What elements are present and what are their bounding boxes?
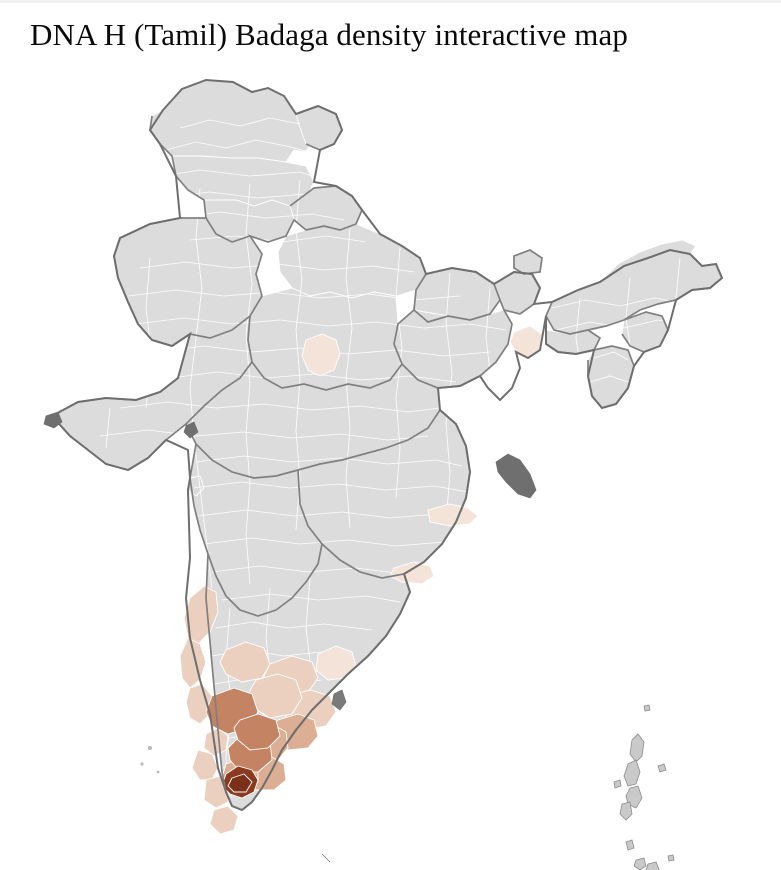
island-dot-north bbox=[643, 704, 651, 712]
island-middle-andaman bbox=[623, 759, 641, 787]
region-chamarajanagar bbox=[233, 713, 281, 751]
island-small-east bbox=[657, 763, 667, 773]
region-krishna bbox=[427, 503, 479, 527]
island-north-andaman bbox=[629, 733, 645, 763]
island-small-west bbox=[613, 779, 622, 789]
india-landmass-group bbox=[51, 79, 723, 811]
page-title: DNA H (Tamil) Badaga density interactive… bbox=[30, 17, 628, 52]
lakshadweep-dot-3 bbox=[156, 770, 160, 774]
sri-lanka-edge bbox=[321, 853, 331, 863]
mumbai-dark-area bbox=[183, 421, 199, 439]
region-sitapur bbox=[301, 333, 341, 377]
island-nicobar-group-2 bbox=[645, 861, 660, 870]
region-dakshina-kannada bbox=[185, 683, 213, 725]
lakshadweep-dot-2 bbox=[140, 762, 144, 766]
island-nicobar-group-1 bbox=[633, 857, 647, 870]
island-car-nicobar bbox=[625, 839, 635, 851]
dark-coastal-features-group bbox=[43, 411, 537, 711]
india-country-outline bbox=[50, 78, 724, 812]
kutch-dark-area bbox=[43, 411, 63, 429]
lakshadweep-dot-1 bbox=[148, 746, 152, 750]
chennai-dark-strip bbox=[331, 689, 347, 711]
andaman-nicobar-islands-group bbox=[613, 704, 675, 870]
island-dot-far bbox=[667, 854, 675, 862]
island-little-andaman bbox=[619, 801, 633, 821]
top-edge-band bbox=[0, 0, 781, 3]
lakshadweep-dots-group bbox=[140, 746, 160, 774]
region-thrissur bbox=[209, 805, 239, 835]
india-choropleth-map[interactable] bbox=[0, 58, 781, 870]
region-nilgiris-core bbox=[227, 773, 253, 793]
map-svg[interactable] bbox=[0, 58, 781, 870]
sundarbans-dark-area bbox=[495, 453, 537, 499]
